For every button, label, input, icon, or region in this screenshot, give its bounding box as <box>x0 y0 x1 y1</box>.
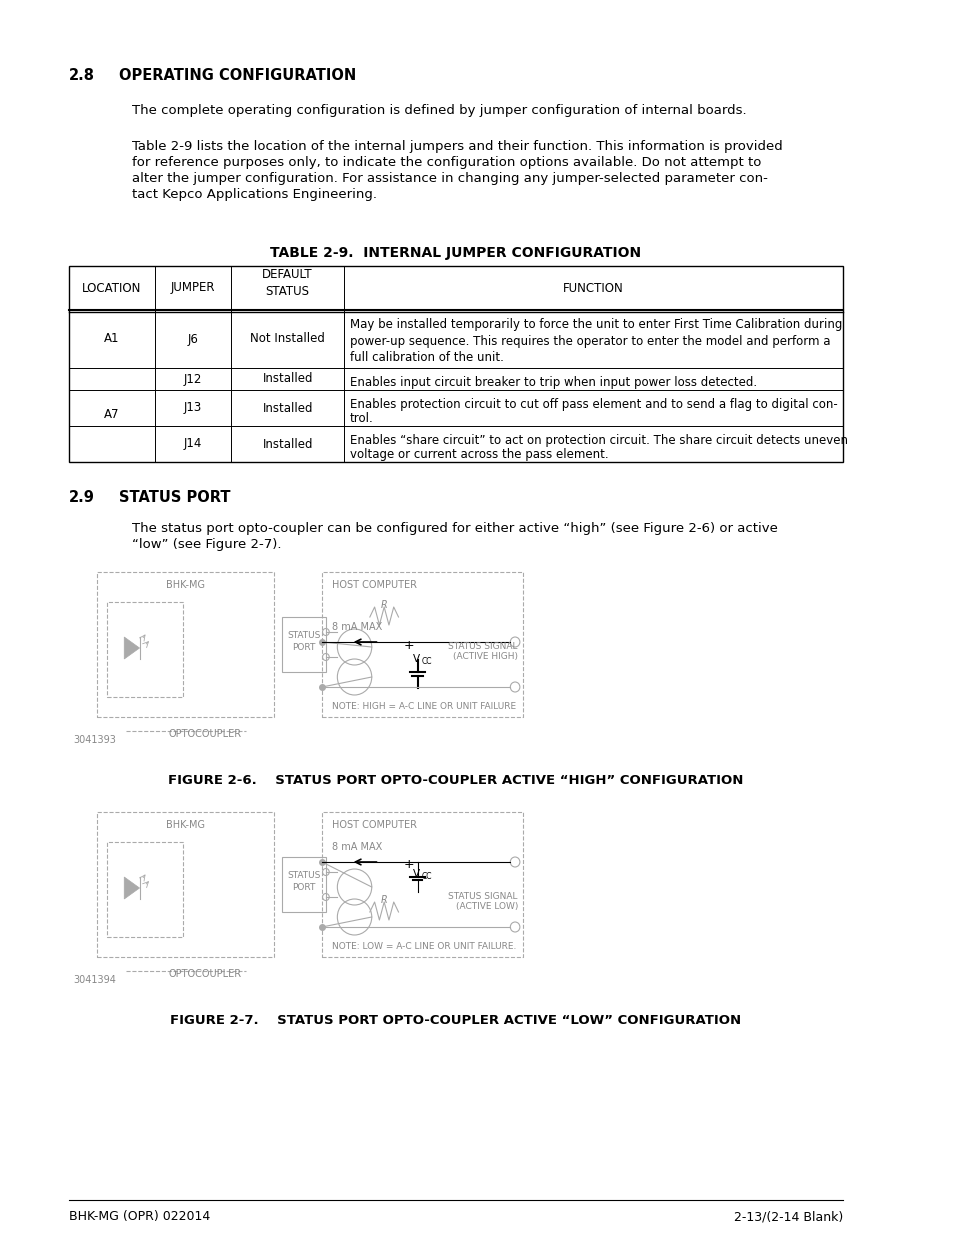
Text: 2.9: 2.9 <box>69 490 94 505</box>
Bar <box>69 266 842 462</box>
Text: V: V <box>413 655 419 664</box>
Text: STATUS SIGNAL: STATUS SIGNAL <box>448 642 517 651</box>
Text: 3041393: 3041393 <box>73 735 116 745</box>
Text: STATUS
PORT: STATUS PORT <box>287 872 320 892</box>
Text: (ACTIVE HIGH): (ACTIVE HIGH) <box>453 652 517 661</box>
Text: BHK-MG (OPR) 022014: BHK-MG (OPR) 022014 <box>69 1210 210 1223</box>
Text: 3041394: 3041394 <box>73 974 116 986</box>
Text: Installed: Installed <box>262 437 313 451</box>
Text: Table 2-9 lists the location of the internal jumpers and their function. This in: Table 2-9 lists the location of the inte… <box>132 140 781 153</box>
Text: R: R <box>380 600 387 610</box>
Text: May be installed temporarily to force the unit to enter First Time Calibration d: May be installed temporarily to force th… <box>350 317 841 331</box>
Text: J13: J13 <box>184 401 202 415</box>
Text: A7: A7 <box>104 409 119 421</box>
Text: power-up sequence. This requires the operator to enter the model and perform a: power-up sequence. This requires the ope… <box>350 335 829 347</box>
Text: full calibration of the unit.: full calibration of the unit. <box>350 351 503 364</box>
Text: (ACTIVE LOW): (ACTIVE LOW) <box>456 902 517 911</box>
Text: STATUS
PORT: STATUS PORT <box>287 631 320 652</box>
Text: FUNCTION: FUNCTION <box>562 282 623 294</box>
Text: alter the jumper configuration. For assistance in changing any jumper-selected p: alter the jumper configuration. For assi… <box>132 172 767 185</box>
Text: The status port opto-coupler can be configured for either active “high” (see Fig: The status port opto-coupler can be conf… <box>132 522 777 535</box>
Text: +: + <box>403 858 414 871</box>
Polygon shape <box>124 637 139 659</box>
Text: JUMPER: JUMPER <box>171 282 215 294</box>
Text: Enables input circuit breaker to trip when input power loss detected.: Enables input circuit breaker to trip wh… <box>350 375 756 389</box>
Text: Enables protection circuit to cut off pass element and to send a flag to digital: Enables protection circuit to cut off pa… <box>350 398 837 411</box>
Text: 2-13/(2-14 Blank): 2-13/(2-14 Blank) <box>733 1210 842 1223</box>
Text: LOCATION: LOCATION <box>82 282 141 294</box>
Text: STATUS PORT: STATUS PORT <box>118 490 230 505</box>
Text: The complete operating configuration is defined by jumper configuration of inter: The complete operating configuration is … <box>132 104 746 117</box>
Text: OPERATING CONFIGURATION: OPERATING CONFIGURATION <box>118 68 355 83</box>
Text: FIGURE 2-6.    STATUS PORT OPTO-COUPLER ACTIVE “HIGH” CONFIGURATION: FIGURE 2-6. STATUS PORT OPTO-COUPLER ACT… <box>168 774 742 787</box>
Text: FIGURE 2-7.    STATUS PORT OPTO-COUPLER ACTIVE “LOW” CONFIGURATION: FIGURE 2-7. STATUS PORT OPTO-COUPLER ACT… <box>170 1014 740 1028</box>
Bar <box>69 266 842 310</box>
Text: R: R <box>380 895 387 905</box>
Text: J12: J12 <box>184 373 202 385</box>
Text: NOTE: LOW = A-C LINE OR UNIT FAILURE.: NOTE: LOW = A-C LINE OR UNIT FAILURE. <box>332 942 516 951</box>
Polygon shape <box>124 877 139 899</box>
Text: tact Kepco Applications Engineering.: tact Kepco Applications Engineering. <box>132 188 376 201</box>
Text: DEFAULT
STATUS: DEFAULT STATUS <box>262 268 313 298</box>
Text: 8 mA MAX: 8 mA MAX <box>332 622 381 632</box>
Text: +: + <box>403 638 414 652</box>
Text: J6: J6 <box>188 332 198 346</box>
Text: TABLE 2-9.  INTERNAL JUMPER CONFIGURATION: TABLE 2-9. INTERNAL JUMPER CONFIGURATION <box>270 246 640 261</box>
Text: 8 mA MAX: 8 mA MAX <box>332 842 381 852</box>
Text: BHK-MG: BHK-MG <box>166 820 205 830</box>
Text: 2.8: 2.8 <box>69 68 94 83</box>
Text: Enables “share circuit” to act on protection circuit. The share circuit detects : Enables “share circuit” to act on protec… <box>350 433 847 447</box>
Text: HOST COMPUTER: HOST COMPUTER <box>332 580 416 590</box>
Text: A1: A1 <box>104 332 119 346</box>
Text: Installed: Installed <box>262 401 313 415</box>
Text: CC: CC <box>421 872 432 881</box>
Text: BHK-MG: BHK-MG <box>166 580 205 590</box>
Text: “low” (see Figure 2-7).: “low” (see Figure 2-7). <box>132 538 281 551</box>
Text: NOTE: HIGH = A-C LINE OR UNIT FAILURE: NOTE: HIGH = A-C LINE OR UNIT FAILURE <box>332 701 516 711</box>
Text: J14: J14 <box>184 437 202 451</box>
Text: Not Installed: Not Installed <box>250 332 325 346</box>
Text: voltage or current across the pass element.: voltage or current across the pass eleme… <box>350 448 608 462</box>
Text: HOST COMPUTER: HOST COMPUTER <box>332 820 416 830</box>
Text: Installed: Installed <box>262 373 313 385</box>
Text: STATUS SIGNAL: STATUS SIGNAL <box>448 892 517 902</box>
Text: OPTOCOUPLER: OPTOCOUPLER <box>169 969 241 979</box>
Text: for reference purposes only, to indicate the configuration options available. Do: for reference purposes only, to indicate… <box>132 156 760 169</box>
Text: V: V <box>413 869 419 879</box>
Text: CC: CC <box>421 657 432 666</box>
Text: OPTOCOUPLER: OPTOCOUPLER <box>169 729 241 739</box>
Text: trol.: trol. <box>350 412 374 425</box>
